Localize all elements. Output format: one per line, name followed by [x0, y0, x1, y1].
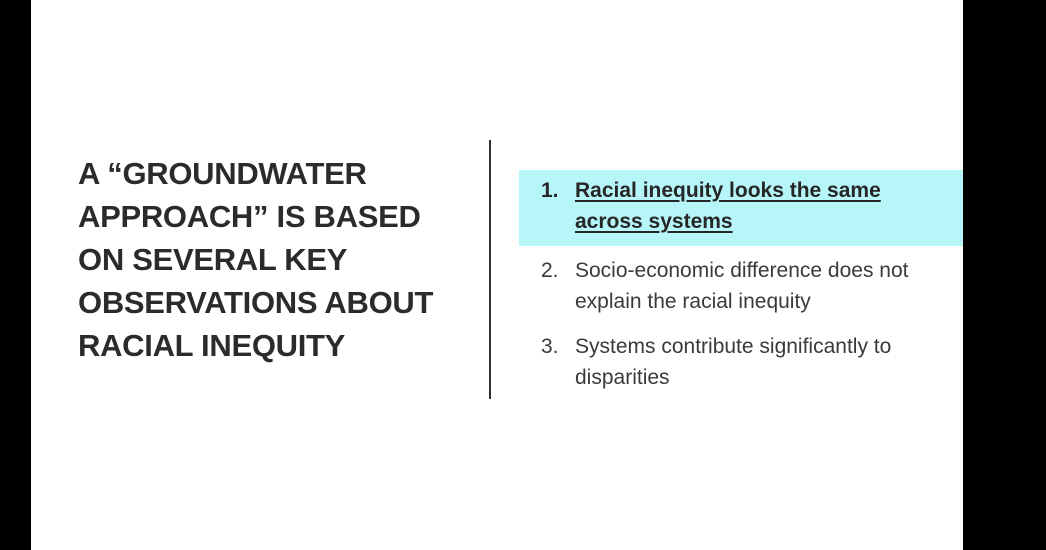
highlight-band [519, 170, 963, 246]
observation-text: Socio-economic difference does not expla… [575, 259, 909, 313]
observation-number: 2. [541, 259, 559, 282]
observation-text: Systems contribute significantly to disp… [575, 335, 892, 389]
observation-number: 3. [541, 335, 559, 358]
slide: A “GROUNDWATER APPROACH” IS BASED ON SEV… [31, 0, 963, 550]
vertical-divider [489, 140, 491, 399]
observation-link[interactable]: Racial inequity looks the same across sy… [575, 179, 881, 233]
observation-item-2: 2. Socio-economic difference does not ex… [541, 255, 951, 317]
observation-list: 1. Racial inequity looks the same across… [541, 175, 951, 407]
observation-item-3: 3. Systems contribute significantly to d… [541, 331, 951, 393]
observation-item-1: 1. Racial inequity looks the same across… [541, 175, 951, 237]
slide-title: A “GROUNDWATER APPROACH” IS BASED ON SEV… [78, 156, 434, 363]
observation-number: 1. [541, 179, 559, 202]
